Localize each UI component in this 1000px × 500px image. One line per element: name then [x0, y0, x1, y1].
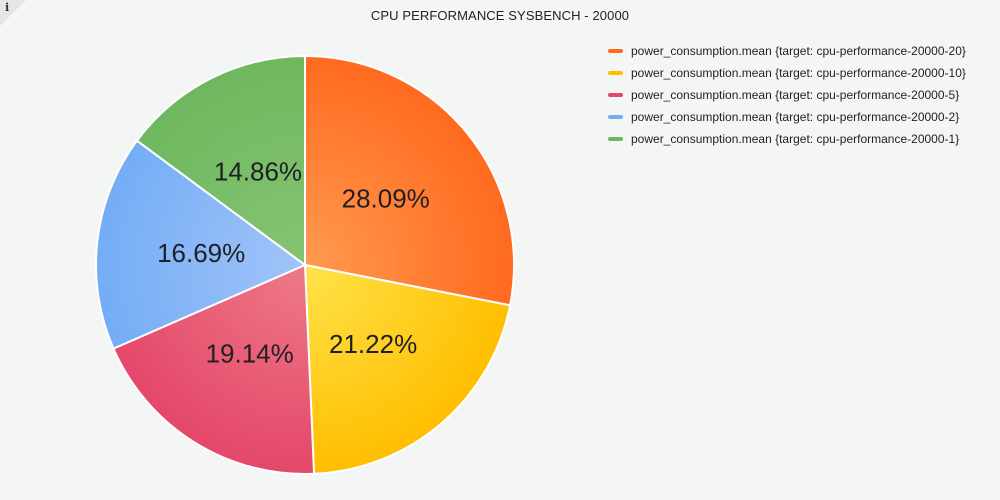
pie-slice[interactable] [304, 54, 515, 307]
pie-slice[interactable] [95, 139, 307, 350]
legend-item[interactable]: power_consumption.mean {target: cpu-perf… [608, 128, 966, 150]
legend-swatch [608, 115, 623, 119]
info-corner [0, 0, 26, 26]
legend-swatch [608, 137, 623, 141]
legend-item[interactable]: power_consumption.mean {target: cpu-perf… [608, 62, 966, 84]
slice-label: 21.22% [329, 329, 417, 359]
legend-swatch [608, 71, 623, 75]
slice-label: 14.86% [214, 157, 302, 187]
pie-slices [95, 54, 515, 475]
pie-slice[interactable] [112, 263, 316, 475]
pie-slice[interactable] [135, 54, 306, 267]
legend-swatch [608, 93, 623, 97]
pie-slice[interactable] [303, 263, 512, 475]
legend-item[interactable]: power_consumption.mean {target: cpu-perf… [608, 84, 966, 106]
slice-label: 19.14% [206, 339, 294, 369]
legend-label: power_consumption.mean {target: cpu-perf… [631, 110, 960, 124]
chart-title: CPU PERFORMANCE SYSBENCH - 20000 [370, 8, 630, 23]
legend-item[interactable]: power_consumption.mean {target: cpu-perf… [608, 106, 966, 128]
legend-swatch [608, 49, 623, 53]
legend-label: power_consumption.mean {target: cpu-perf… [631, 66, 966, 80]
pie-labels: 28.09% 21.22% 19.14% 16.69% 14.86% [157, 157, 430, 369]
slice-label: 16.69% [157, 238, 245, 268]
legend: power_consumption.mean {target: cpu-perf… [608, 40, 966, 150]
info-icon[interactable]: i [5, 1, 10, 14]
legend-item[interactable]: power_consumption.mean {target: cpu-perf… [608, 40, 966, 62]
slice-label: 28.09% [342, 184, 430, 214]
legend-label: power_consumption.mean {target: cpu-perf… [631, 132, 960, 146]
legend-label: power_consumption.mean {target: cpu-perf… [631, 44, 966, 58]
legend-label: power_consumption.mean {target: cpu-perf… [631, 88, 960, 102]
